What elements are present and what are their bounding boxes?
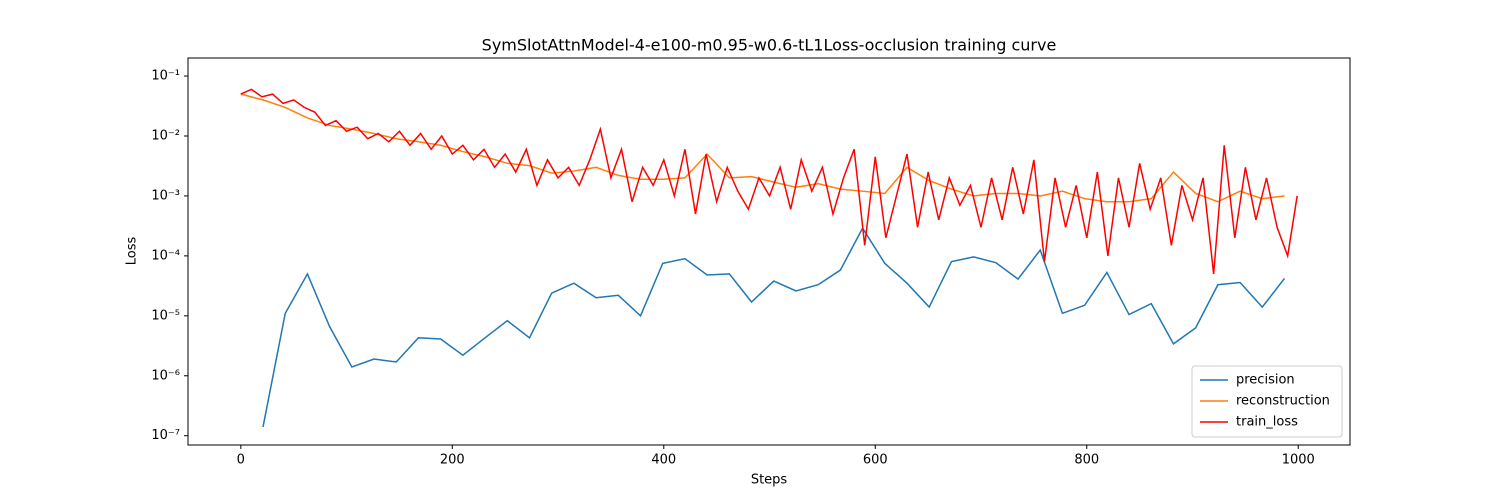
series-line: [262, 226, 1286, 428]
y-tick-label: 10⁻⁵: [151, 308, 180, 323]
y-tick-label: 10⁻⁴: [151, 248, 180, 263]
y-tick-label: 10⁻⁶: [151, 368, 180, 383]
x-tick-label: 200: [440, 453, 465, 468]
x-tick-label: 400: [651, 453, 676, 468]
axes-frame: [187, 57, 1351, 446]
y-tick-label: 10⁻⁷: [151, 428, 180, 443]
series-line: [240, 88, 1298, 275]
x-tick-label: 0: [237, 453, 245, 468]
x-tick-label: 1000: [1282, 453, 1315, 468]
legend-label: precision: [1236, 373, 1295, 388]
x-tick-label: 600: [863, 453, 888, 468]
y-axis-label: Loss: [125, 237, 140, 266]
y-tick-label: 10⁻³: [151, 188, 180, 203]
x-axis-label: Steps: [751, 473, 788, 488]
y-tick-label: 10⁻¹: [151, 69, 180, 84]
y-tick-label: 10⁻²: [151, 128, 180, 143]
x-tick-label: 800: [1074, 453, 1099, 468]
legend-label: train_loss: [1236, 415, 1298, 430]
legend-box: [1191, 365, 1343, 438]
chart-title: SymSlotAttnModel-4-e100-m0.95-w0.6-tL1Lo…: [482, 36, 1057, 55]
series-line: [240, 93, 1285, 203]
legend-label: reconstruction: [1236, 394, 1330, 409]
